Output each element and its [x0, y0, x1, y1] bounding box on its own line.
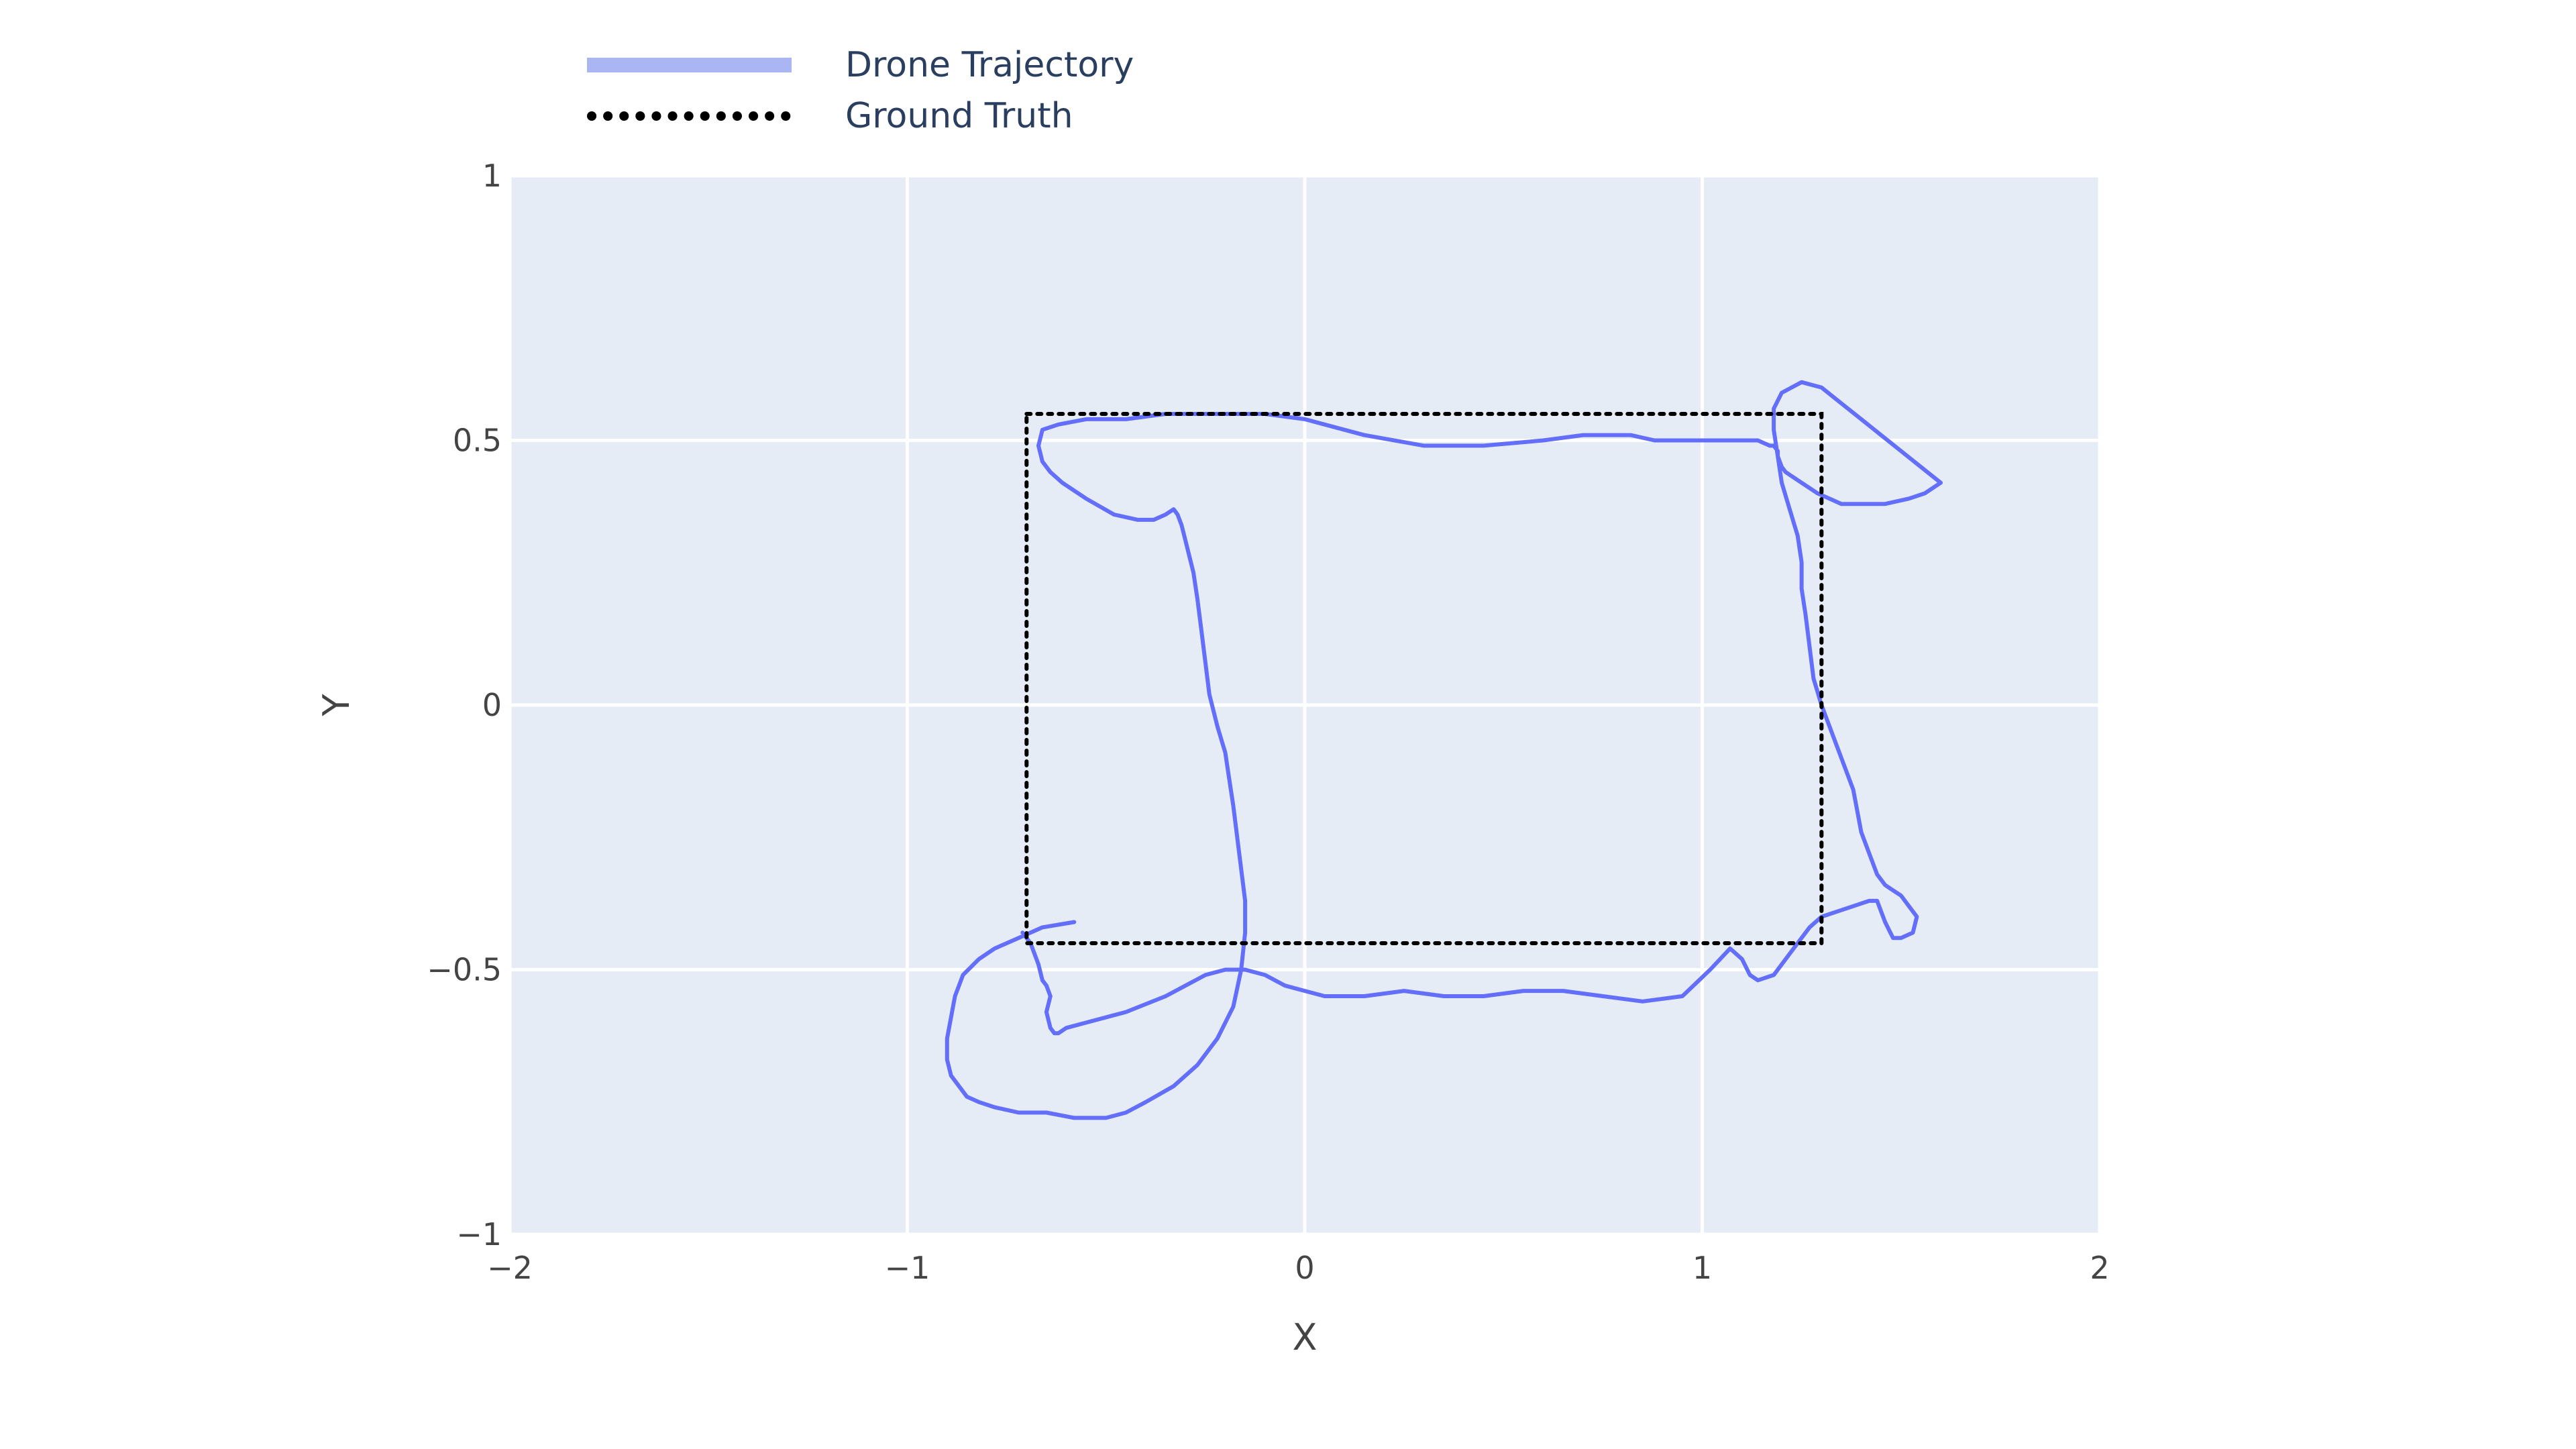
x-axis-title: X: [1293, 1316, 1318, 1358]
grid-lines: [508, 174, 2102, 1236]
y-axis-title: Y: [315, 694, 358, 717]
y-tick-label: 0: [482, 687, 502, 723]
legend: Drone Trajectory Ground Truth: [587, 45, 1134, 136]
x-tick-label: −2: [487, 1250, 533, 1286]
x-tick-label: 0: [1295, 1250, 1314, 1286]
drone-trajectory-line: [945, 380, 1943, 1120]
series-layer: [945, 380, 1943, 1120]
x-tick-labels: −2 −1 0 1 2: [487, 1250, 2110, 1286]
y-tick-labels: −1 −0.5 0 0.5 1: [427, 158, 502, 1252]
x-tick-label: −1: [885, 1250, 930, 1286]
y-tick-label: 0.5: [453, 423, 502, 459]
y-tick-label: −0.5: [427, 952, 502, 988]
y-tick-label: 1: [482, 158, 502, 194]
ground-truth-line: [1024, 412, 1824, 945]
legend-item-ground-truth[interactable]: Ground Truth: [587, 96, 1073, 136]
drone-trajectory-legend-label: Drone Trajectory: [845, 45, 1134, 85]
y-tick-label: −1: [456, 1216, 502, 1252]
ground-truth-legend-label: Ground Truth: [845, 96, 1073, 136]
x-tick-label: 1: [1693, 1250, 1712, 1286]
legend-item-drone-trajectory[interactable]: Drone Trajectory: [587, 45, 1134, 85]
x-tick-label: 2: [2090, 1250, 2109, 1286]
